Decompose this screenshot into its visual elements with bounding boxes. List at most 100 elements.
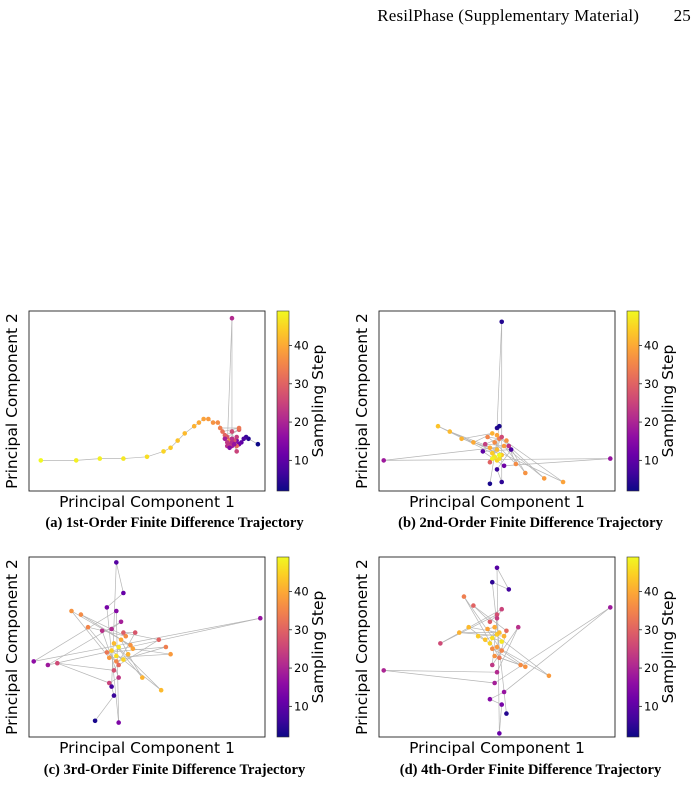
data-point [106,655,112,661]
trajectory-segment [47,621,122,666]
data-point [494,467,500,472]
data-point [523,470,528,476]
data-point [104,650,110,655]
x-axis-label: Principal Component 1 [409,739,585,757]
colorbar-label: Sampling Step [659,345,677,458]
page-number: 25 [673,6,691,25]
data-point [494,447,500,452]
data-point [116,644,121,650]
trajectory-segment [146,451,164,458]
data-point [191,423,197,429]
trajectory-segment [473,605,491,623]
trajectory-segment [437,425,493,454]
colorbar-tick-label: 40 [644,338,659,352]
data-point [73,458,79,463]
data-point [55,660,60,666]
data-point [489,646,495,652]
data-point [504,628,509,634]
data-point [480,449,486,454]
data-point [123,633,129,639]
data-point [381,458,387,463]
colorbar-tick-label: 30 [644,623,659,637]
trajectory-segment [473,605,507,632]
data-point [459,436,464,442]
chart-a: Principal Component 1 Principal Component… [3,310,327,511]
colorbar-tick-label: 30 [644,377,659,391]
data-point [497,452,502,458]
data-point [144,454,150,460]
colorbar [626,310,640,492]
trajectory-segment [113,643,162,691]
data-point [541,476,547,481]
colorbar-tick-label: 20 [294,661,309,675]
data-point [381,668,387,673]
trajectory-segment [468,626,500,633]
trajectory-segment [503,607,611,693]
colorbar-tick-label: 30 [294,377,309,391]
data-point [116,662,121,668]
data-point [121,657,126,662]
data-point [506,587,512,592]
data-point [485,434,490,440]
data-point [99,628,105,634]
data-point [182,431,188,436]
trajectory-segment [33,617,261,662]
colorbar-label: Sampling Step [659,591,677,704]
data-point [456,630,462,635]
trajectory-segment [118,639,159,666]
data-point [139,675,145,680]
trajectory-segment [494,607,611,684]
data-point [114,659,119,664]
y-axis-label: Principal Component 2 [353,559,371,735]
plot-area [28,310,266,492]
data-point [515,624,521,630]
data-point [447,429,453,434]
caption-c: (c) 3rd-Order Finite Difference Trajecto… [43,762,306,778]
data-point [466,624,471,630]
data-point [489,431,495,436]
data-point [508,447,514,452]
data-point [241,436,247,442]
data-point [158,687,164,693]
data-point [38,458,44,463]
points [381,319,613,487]
figure-panel-b: Principal Component 1 Principal Component… [350,305,699,555]
data-point [125,651,131,657]
data-point [69,608,74,614]
data-point [499,434,505,440]
data-point [210,420,216,425]
colorbar-tick-label: 40 [644,584,659,598]
data-point [492,653,497,659]
figure-panel-c: Principal Component 1 Principal Component… [0,551,349,801]
data-point [435,423,441,429]
data-point [489,456,495,461]
data-point [116,720,121,725]
trajectory-segment [87,626,117,662]
trajectory-segment [478,634,498,637]
trajectory-segment [106,646,166,653]
trajectory-segment [47,617,261,666]
trajectory-segment [123,456,148,459]
data-point [111,668,117,673]
data-point [487,481,493,487]
data-point [497,423,502,429]
data-point [518,662,523,668]
data-point [497,655,502,661]
colorbar-tick-label: 20 [644,415,659,429]
trajectory-segment [226,318,233,447]
data-point [489,635,495,641]
trajectory-segment [115,562,124,594]
x-axis-label: Principal Component 1 [409,493,585,511]
data-point [111,641,117,646]
data-point [497,731,502,736]
data-point [487,445,493,451]
data-point [487,619,493,625]
data-point [118,637,124,643]
trajectory-segment [489,691,505,700]
trajectory-segment [106,607,120,723]
data-point [482,637,488,643]
colorbar-tick-label: 10 [294,453,309,467]
trajectory-segment [94,695,115,722]
data-point [45,662,51,668]
running-head-title: ResilPhase (Supplementary Material) [377,6,640,25]
